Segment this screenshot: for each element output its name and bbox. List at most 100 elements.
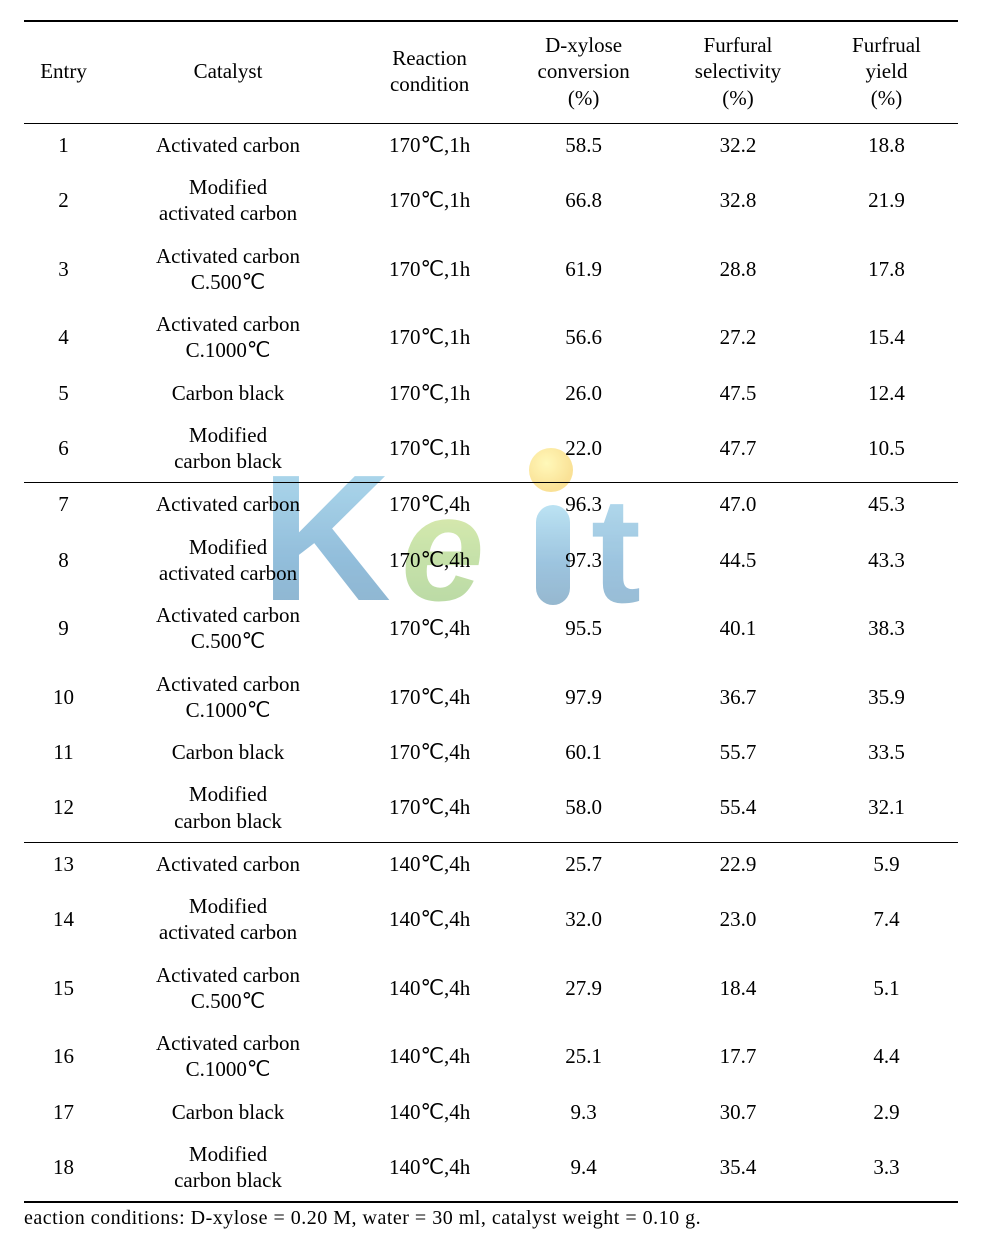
cell-condition: 170℃,4h	[353, 663, 506, 732]
table-row: 5Carbon black170℃,1h26.047.512.4	[24, 372, 958, 414]
cell-entry: 11	[24, 731, 103, 773]
cell-conversion: 27.9	[506, 954, 661, 1023]
cell-selectivity: 55.7	[661, 731, 815, 773]
cell-catalyst: Activated carbonC.500℃	[103, 594, 353, 663]
cell-condition: 140℃,4h	[353, 842, 506, 885]
table-body: 1Activated carbon170℃,1h58.532.218.82Mod…	[24, 123, 958, 1202]
cell-yield: 5.1	[815, 954, 958, 1023]
cell-yield: 38.3	[815, 594, 958, 663]
table-row: 1Activated carbon170℃,1h58.532.218.8	[24, 123, 958, 166]
cell-selectivity: 36.7	[661, 663, 815, 732]
cell-conversion: 96.3	[506, 483, 661, 526]
cell-conversion: 61.9	[506, 235, 661, 304]
cell-conversion: 32.0	[506, 885, 661, 954]
cell-conversion: 60.1	[506, 731, 661, 773]
column-header: Catalyst	[103, 21, 353, 123]
cell-catalyst: Modifiedactivated carbon	[103, 885, 353, 954]
results-table: EntryCatalystReactionconditionD-xyloseco…	[24, 20, 958, 1203]
cell-catalyst: Activated carbonC.1000℃	[103, 303, 353, 372]
cell-catalyst: Modifiedcarbon black	[103, 773, 353, 842]
cell-yield: 12.4	[815, 372, 958, 414]
table-row: 13Activated carbon140℃,4h25.722.95.9	[24, 842, 958, 885]
cell-entry: 9	[24, 594, 103, 663]
table-row: 12Modifiedcarbon black170℃,4h58.055.432.…	[24, 773, 958, 842]
cell-yield: 43.3	[815, 526, 958, 595]
table-row: 2Modifiedactivated carbon170℃,1h66.832.8…	[24, 166, 958, 235]
cell-selectivity: 28.8	[661, 235, 815, 304]
cell-catalyst: Carbon black	[103, 731, 353, 773]
cell-yield: 2.9	[815, 1091, 958, 1133]
cell-condition: 140℃,4h	[353, 1091, 506, 1133]
cell-catalyst: Carbon black	[103, 1091, 353, 1133]
cell-selectivity: 23.0	[661, 885, 815, 954]
cell-entry: 10	[24, 663, 103, 732]
table-header: EntryCatalystReactionconditionD-xyloseco…	[24, 21, 958, 123]
cell-selectivity: 17.7	[661, 1022, 815, 1091]
column-header: D-xyloseconversion(%)	[506, 21, 661, 123]
table-row: 7Activated carbon170℃,4h96.347.045.3	[24, 483, 958, 526]
cell-catalyst: Modifiedcarbon black	[103, 1133, 353, 1203]
column-header: Furfuralselectivity(%)	[661, 21, 815, 123]
cell-entry: 12	[24, 773, 103, 842]
cell-condition: 170℃,1h	[353, 235, 506, 304]
table-row: 16Activated carbonC.1000℃140℃,4h25.117.7…	[24, 1022, 958, 1091]
cell-entry: 18	[24, 1133, 103, 1203]
table-row: 10Activated carbonC.1000℃170℃,4h97.936.7…	[24, 663, 958, 732]
cell-catalyst: Modifiedcarbon black	[103, 414, 353, 483]
cell-condition: 170℃,4h	[353, 594, 506, 663]
cell-entry: 4	[24, 303, 103, 372]
cell-selectivity: 44.5	[661, 526, 815, 595]
cell-selectivity: 40.1	[661, 594, 815, 663]
cell-entry: 2	[24, 166, 103, 235]
cell-conversion: 95.5	[506, 594, 661, 663]
cell-conversion: 58.5	[506, 123, 661, 166]
cell-conversion: 25.1	[506, 1022, 661, 1091]
cell-yield: 4.4	[815, 1022, 958, 1091]
cell-catalyst: Carbon black	[103, 372, 353, 414]
cell-selectivity: 55.4	[661, 773, 815, 842]
cell-condition: 170℃,4h	[353, 526, 506, 595]
cell-entry: 14	[24, 885, 103, 954]
cell-yield: 21.9	[815, 166, 958, 235]
cell-entry: 5	[24, 372, 103, 414]
cell-selectivity: 27.2	[661, 303, 815, 372]
cell-conversion: 9.3	[506, 1091, 661, 1133]
footnote-text: eaction conditions: D-xylose = 0.20 M, w…	[24, 1207, 958, 1230]
cell-conversion: 25.7	[506, 842, 661, 885]
cell-selectivity: 32.8	[661, 166, 815, 235]
cell-condition: 140℃,4h	[353, 885, 506, 954]
cell-catalyst: Activated carbonC.1000℃	[103, 663, 353, 732]
column-header: Entry	[24, 21, 103, 123]
column-header: Reactioncondition	[353, 21, 506, 123]
cell-catalyst: Modifiedactivated carbon	[103, 166, 353, 235]
cell-catalyst: Activated carbon	[103, 483, 353, 526]
cell-condition: 170℃,1h	[353, 166, 506, 235]
table-row: 18Modifiedcarbon black140℃,4h9.435.43.3	[24, 1133, 958, 1203]
cell-catalyst: Modifiedactivated carbon	[103, 526, 353, 595]
cell-conversion: 22.0	[506, 414, 661, 483]
cell-condition: 170℃,4h	[353, 483, 506, 526]
cell-entry: 3	[24, 235, 103, 304]
cell-catalyst: Activated carbon	[103, 842, 353, 885]
cell-condition: 170℃,1h	[353, 414, 506, 483]
table-row: 9Activated carbonC.500℃170℃,4h95.540.138…	[24, 594, 958, 663]
cell-entry: 15	[24, 954, 103, 1023]
cell-yield: 3.3	[815, 1133, 958, 1203]
cell-yield: 10.5	[815, 414, 958, 483]
cell-conversion: 58.0	[506, 773, 661, 842]
cell-condition: 140℃,4h	[353, 1133, 506, 1203]
cell-entry: 8	[24, 526, 103, 595]
table-row: 8Modifiedactivated carbon170℃,4h97.344.5…	[24, 526, 958, 595]
cell-condition: 140℃,4h	[353, 1022, 506, 1091]
cell-selectivity: 18.4	[661, 954, 815, 1023]
cell-selectivity: 35.4	[661, 1133, 815, 1203]
table-row: 17Carbon black140℃,4h9.330.72.9	[24, 1091, 958, 1133]
cell-selectivity: 47.5	[661, 372, 815, 414]
cell-condition: 170℃,4h	[353, 773, 506, 842]
cell-condition: 140℃,4h	[353, 954, 506, 1023]
cell-catalyst: Activated carbonC.500℃	[103, 235, 353, 304]
table-row: 3Activated carbonC.500℃170℃,1h61.928.817…	[24, 235, 958, 304]
cell-condition: 170℃,1h	[353, 303, 506, 372]
cell-catalyst: Activated carbonC.500℃	[103, 954, 353, 1023]
cell-entry: 13	[24, 842, 103, 885]
